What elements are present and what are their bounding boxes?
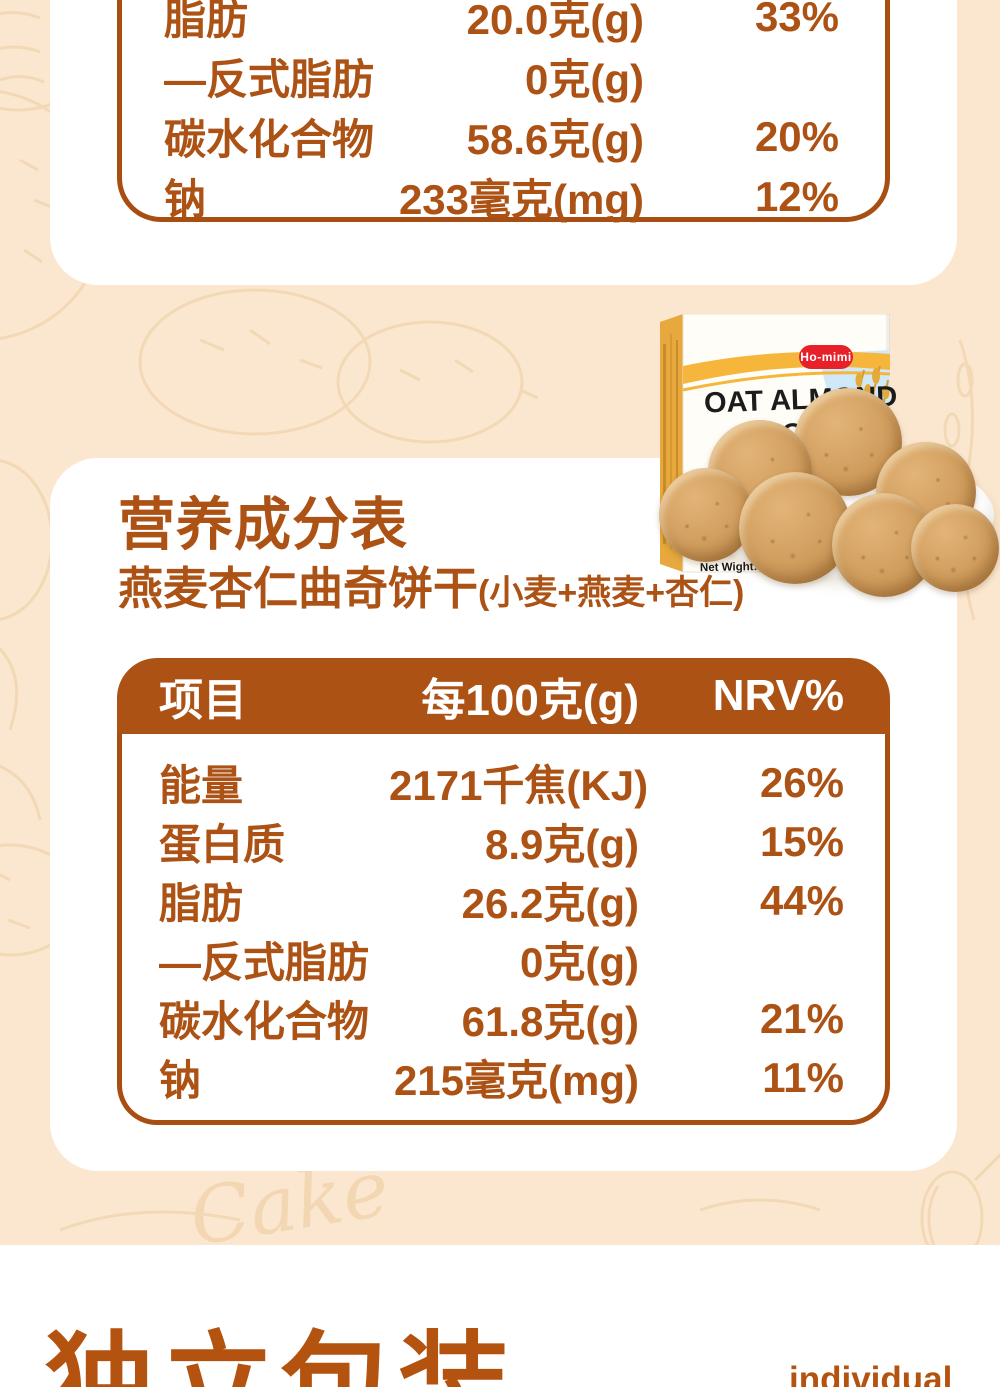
table-row: 碳水化合物 61.8克(g) 21% xyxy=(122,988,885,1047)
table-row: —反式脂肪 0克(g) xyxy=(122,929,885,988)
nutrient-value: 58.6克(g) xyxy=(466,116,644,163)
nutrient-label: 脂肪 xyxy=(164,0,249,43)
nutrient-label: 蛋白质 xyxy=(159,821,286,868)
product-photo: Ho-mimi OAT ALMOND COOKIES CONTAIN DELIC… xyxy=(648,300,1000,600)
col-per100-header: 每100克(g) xyxy=(421,676,639,725)
nutrient-label: 碳水化合物 xyxy=(159,998,370,1045)
section-title: 营养成分表 xyxy=(118,493,408,557)
table-row: 脂肪 20.0克(g) 33% xyxy=(122,0,885,46)
nutrient-nrv: 11% xyxy=(762,1053,844,1101)
table-row: 钠 233毫克(mg) 12% xyxy=(122,166,885,226)
nutrient-nrv: 33% xyxy=(754,0,839,40)
nutrient-value: 8.9克(g) xyxy=(484,821,639,868)
nutrient-label: 钠 xyxy=(164,176,207,223)
croissant-doodle xyxy=(0,459,54,621)
nutrient-label: —反式脂肪 xyxy=(164,56,375,103)
nutrient-value: 0克(g) xyxy=(520,939,639,986)
nutrient-label: —反式脂肪 xyxy=(159,939,370,986)
col-nrv-header: NRV% xyxy=(712,671,844,720)
nutrition-table-main: 项目 每100克(g) NRV% 能量 2171千焦(KJ) 26% 蛋白质 8… xyxy=(117,658,890,1125)
nutrition-table-header: 项目 每100克(g) NRV% xyxy=(117,658,890,734)
nutrient-value: 20.0克(g) xyxy=(466,0,644,43)
nutrient-label: 能量 xyxy=(159,762,244,809)
nutrient-nrv: 12% xyxy=(754,172,839,220)
nutrient-nrv: 21% xyxy=(759,994,844,1042)
cookie xyxy=(911,504,999,592)
nutrient-label: 钠 xyxy=(159,1057,202,1104)
brand-logo: Ho-mimi xyxy=(799,345,853,369)
nutrient-nrv: 26% xyxy=(759,758,844,806)
footer-section: 独立包装 individual xyxy=(0,1245,1000,1387)
nutrient-value: 215毫克(mg) xyxy=(393,1057,639,1104)
nutrient-value: 61.8克(g) xyxy=(461,998,639,1045)
product-note: (小麦+燕麦+杏仁) xyxy=(478,574,745,612)
table-row: —反式脂肪 0克(g) xyxy=(122,46,885,106)
col-item-header: 项目 xyxy=(159,676,247,725)
nutrient-label: 碳水化合物 xyxy=(164,116,375,163)
nutrient-nrv: 44% xyxy=(759,876,844,924)
table-row: 蛋白质 8.9克(g) 15% xyxy=(122,811,885,870)
nutrition-table-body: 能量 2171千焦(KJ) 26% 蛋白质 8.9克(g) 15% 脂肪 26.… xyxy=(117,734,890,1125)
table-row: 钠 215毫克(mg) 11% xyxy=(122,1047,885,1106)
nutrient-label: 脂肪 xyxy=(159,880,244,927)
table-row: 脂肪 26.2克(g) 44% xyxy=(122,870,885,929)
nutrient-nrv: 15% xyxy=(759,817,844,865)
nutrient-value: 233毫克(mg) xyxy=(398,176,644,223)
nutrient-value: 2171千焦(KJ) xyxy=(389,762,649,809)
table-row: 碳水化合物 58.6克(g) 20% xyxy=(122,106,885,166)
product-name: 燕麦杏仁曲奇饼干 xyxy=(118,563,479,614)
footer-headline: 独立包装 xyxy=(44,1323,516,1387)
bun-cluster-doodle xyxy=(138,288,372,436)
nutrient-value: 26.2克(g) xyxy=(461,880,639,927)
table-row: 能量 2171千焦(KJ) 26% xyxy=(122,752,885,811)
cookie xyxy=(659,468,753,562)
cookie xyxy=(739,472,851,584)
nutrition-table-top: 脂肪 20.0克(g) 33% —反式脂肪 0克(g) 碳水化合物 58.6克(… xyxy=(117,0,890,223)
nutrient-value: 0克(g) xyxy=(525,56,644,103)
product-subtitle: 燕麦杏仁曲奇饼干 (小麦+燕麦+杏仁) xyxy=(118,566,744,611)
footer-subtext: individual xyxy=(789,1360,953,1387)
nutrient-nrv: 20% xyxy=(754,112,839,160)
